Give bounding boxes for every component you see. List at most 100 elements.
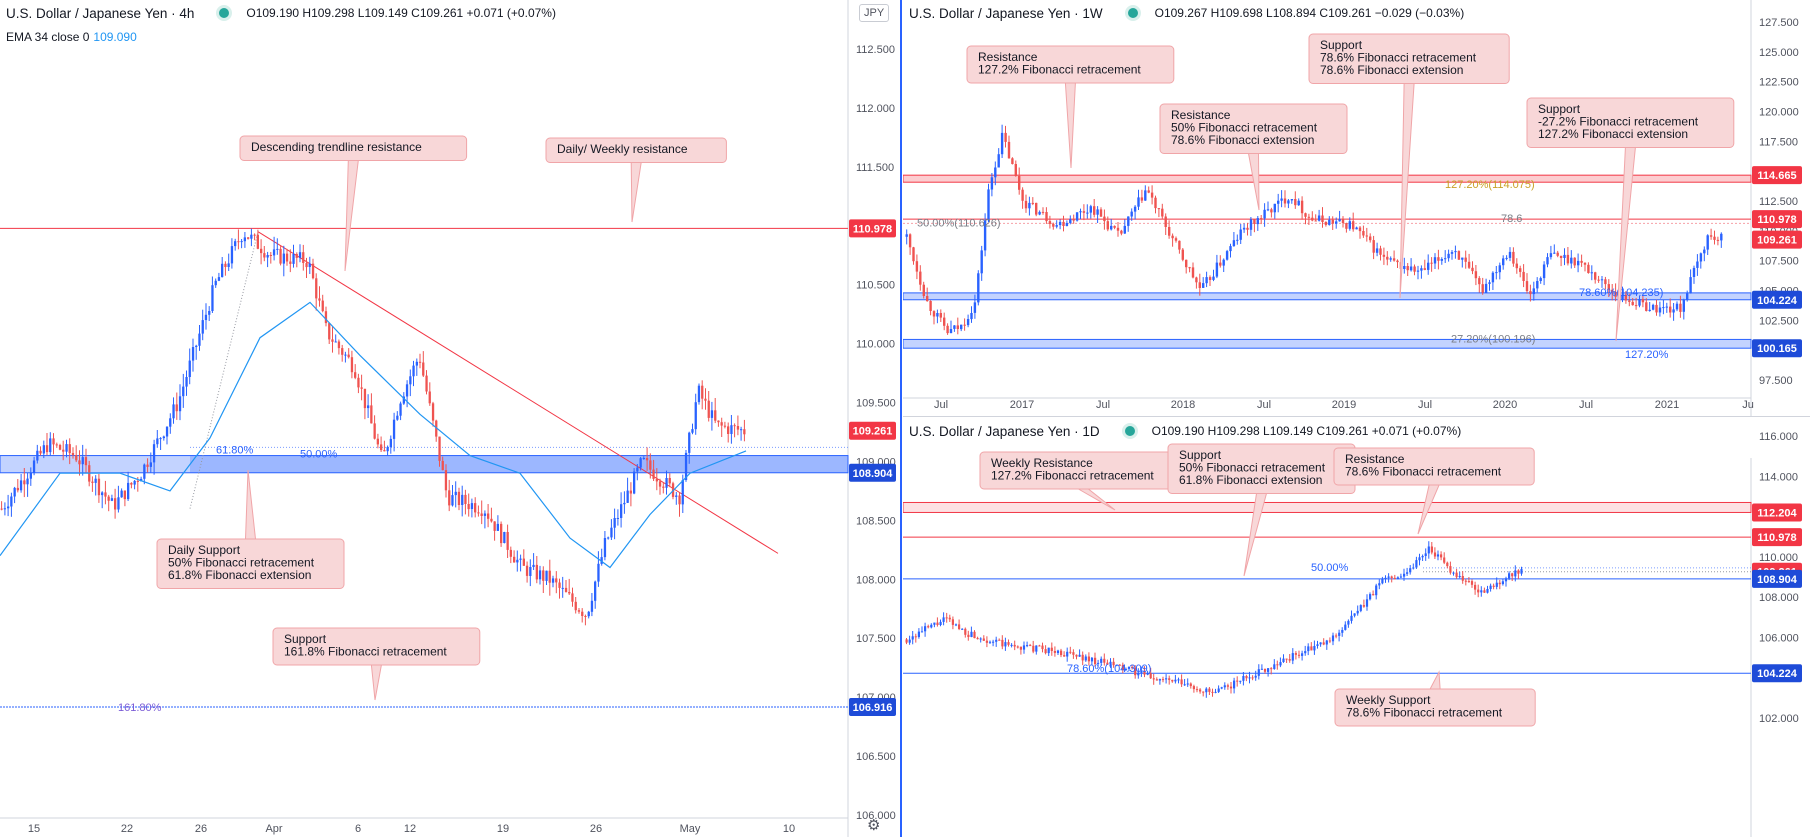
price-axis	[848, 0, 900, 837]
candle-body	[1498, 582, 1501, 585]
candle-body	[1038, 645, 1041, 647]
candle-body	[386, 447, 389, 452]
price-tag	[1752, 339, 1802, 358]
candle-body	[178, 396, 182, 412]
candle-body	[1440, 259, 1443, 261]
callout-text: Support	[284, 632, 327, 646]
candle-body	[1177, 679, 1180, 681]
chart-pane-4h[interactable]: 61.80% 50.00% 161.80% Descending trendline …	[0, 0, 900, 837]
candle-body	[564, 587, 568, 592]
candle-body	[1202, 691, 1205, 693]
y-tick-label: 112.000	[856, 103, 895, 115]
x-tick-label: 2021	[1655, 399, 1679, 411]
candle-body	[26, 478, 29, 485]
candle-body	[915, 261, 919, 272]
candle-body	[1143, 671, 1146, 675]
symbol-title[interactable]: U.S. Dollar / Japanese Yen · 1D	[909, 423, 1100, 439]
candle-body	[448, 490, 451, 506]
candle-body	[1150, 192, 1154, 198]
candle-body	[1249, 219, 1253, 230]
candle-body	[1257, 669, 1260, 676]
candle-body	[503, 532, 506, 543]
chart-1w-canvas[interactable]: 50.00%(110.626)127.20%(114.075)78.678.60…	[903, 0, 1810, 416]
gear-icon[interactable]: ⚙	[867, 817, 881, 834]
ema-legend[interactable]: EMA 34 close 0 109.090	[6, 30, 137, 44]
candle-body	[1161, 679, 1165, 681]
symbol-title[interactable]: U.S. Dollar / Japanese Yen · 4h	[6, 5, 195, 21]
candle-body	[1168, 227, 1171, 236]
candle-body	[55, 444, 58, 446]
chart-4h-canvas[interactable]: 61.80% 50.00% 161.80% Descending trendline …	[0, 0, 900, 837]
candle-body	[929, 301, 932, 311]
candle-body	[1062, 221, 1065, 226]
candle-body	[684, 452, 688, 480]
market-status-icon	[1124, 5, 1141, 21]
candle-body	[548, 570, 551, 583]
candle-body	[1539, 278, 1542, 281]
candle-body	[198, 333, 201, 346]
candle-body	[123, 490, 126, 500]
candle-body	[1081, 654, 1084, 661]
candle-body	[1409, 568, 1412, 573]
candle-body	[1181, 249, 1184, 260]
candle-body	[347, 354, 350, 358]
candle-body	[1669, 306, 1672, 313]
candle-body	[289, 261, 292, 264]
candle-body	[1458, 576, 1461, 577]
chart-pane-1w[interactable]: 50.00%(110.626)127.20%(114.075)78.678.60…	[903, 0, 1810, 416]
candle-body	[1570, 257, 1573, 264]
candle-body	[1611, 289, 1614, 292]
candle-body	[994, 167, 997, 178]
candle-body	[1689, 277, 1692, 294]
candle-body	[1480, 590, 1483, 593]
candle-body	[963, 324, 966, 326]
candle-body	[1185, 259, 1188, 268]
candle-body	[1335, 221, 1338, 224]
candle-body	[571, 593, 574, 602]
candle-body	[908, 234, 912, 248]
candle-body	[444, 470, 448, 491]
chart-pane-1d[interactable]: 50.00% 78.60%(104.309) Weekly Resistance 12…	[903, 418, 1810, 837]
candle-body	[1192, 686, 1195, 690]
candle-body	[1273, 664, 1276, 669]
candle-body	[704, 398, 707, 401]
candle-body	[1573, 257, 1576, 266]
currency-badge[interactable]: JPY	[859, 4, 890, 22]
market-status-icon	[216, 5, 233, 21]
candle-body	[328, 323, 331, 340]
candle-body	[743, 429, 746, 435]
candle-body	[1069, 219, 1072, 223]
candle-body	[1195, 277, 1198, 283]
candle-body	[1655, 304, 1658, 313]
candle-body	[1001, 639, 1004, 647]
candle-body	[1406, 572, 1409, 574]
callout-pointer	[344, 160, 359, 272]
candle-body	[315, 278, 318, 299]
candle-body	[1331, 635, 1335, 642]
candle-body	[717, 420, 720, 423]
candle-body	[1464, 257, 1467, 262]
candle-body	[350, 357, 354, 373]
chart-1d-canvas[interactable]: 50.00% 78.60%(104.309) Weekly Resistance12…	[903, 418, 1810, 837]
candle-body	[930, 624, 933, 628]
candle-body	[1389, 258, 1392, 260]
candle-body	[1180, 679, 1183, 685]
candle-body	[1208, 277, 1212, 280]
pane-divider-horizontal[interactable]	[903, 416, 1810, 417]
candle-body	[1048, 221, 1052, 224]
candle-body	[65, 444, 68, 452]
candle-body	[389, 438, 392, 448]
candle-body	[1436, 554, 1440, 557]
candle-body	[143, 464, 146, 479]
candle-body	[217, 277, 221, 281]
candle-body	[493, 521, 496, 531]
pane-divider[interactable]	[900, 0, 902, 837]
candle-body	[943, 317, 946, 326]
candle-body	[321, 300, 324, 312]
candle-body	[919, 271, 922, 285]
candle-body	[230, 246, 234, 264]
candle-body	[577, 610, 581, 612]
candle-body	[736, 426, 740, 430]
symbol-title[interactable]: U.S. Dollar / Japanese Yen · 1W	[909, 5, 1103, 21]
